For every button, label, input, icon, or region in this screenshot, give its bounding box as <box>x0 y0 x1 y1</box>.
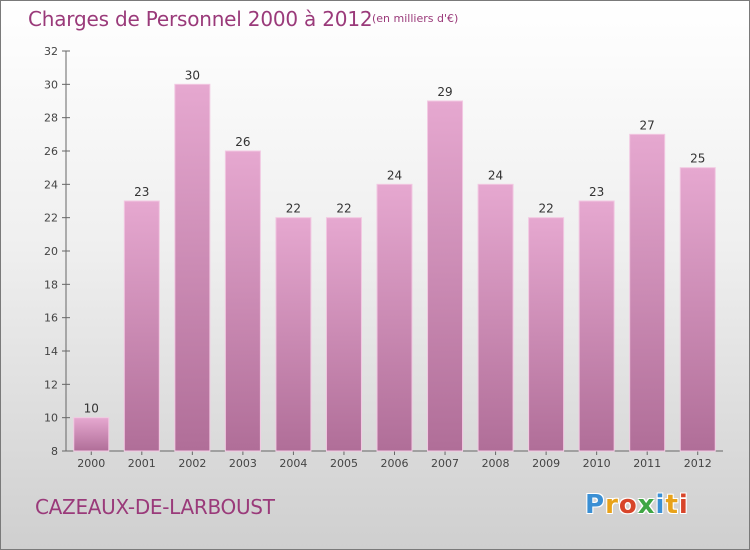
bar-value-label: 30 <box>185 68 200 82</box>
logo-letter: i <box>655 490 666 520</box>
bar[interactable] <box>73 417 110 452</box>
bar[interactable] <box>123 200 160 452</box>
bar[interactable] <box>629 133 666 452</box>
y-tick-label: 24 <box>44 178 58 191</box>
bar[interactable] <box>376 183 413 452</box>
bar[interactable] <box>477 183 514 452</box>
x-tick-label: 2000 <box>77 457 105 470</box>
bar-value-label: 22 <box>286 202 301 216</box>
logo-letter: t <box>665 490 679 520</box>
bar-value-label: 24 <box>387 168 402 182</box>
logo-letter: x <box>637 490 656 520</box>
y-tick-label: 32 <box>44 45 58 58</box>
y-tick-label: 8 <box>51 445 58 458</box>
logo-letter: P <box>585 490 606 520</box>
bar-value-label: 10 <box>84 402 99 416</box>
y-tick-label: 12 <box>44 378 58 391</box>
bar[interactable] <box>275 217 312 452</box>
bar-value-label: 22 <box>336 202 351 216</box>
x-tick-label: 2006 <box>381 457 409 470</box>
y-tick-label: 18 <box>44 278 58 291</box>
x-tick-label: 2007 <box>431 457 459 470</box>
y-tick-label: 20 <box>44 245 58 258</box>
proxiti-logo[interactable]: Proxiti <box>585 490 689 520</box>
logo-letter: o <box>618 490 638 520</box>
y-tick-label: 22 <box>44 212 58 225</box>
y-tick-label: 28 <box>44 112 58 125</box>
bar[interactable] <box>224 150 261 452</box>
logo-letter: r <box>605 490 619 520</box>
bar[interactable] <box>528 217 565 452</box>
bar-value-label: 23 <box>589 185 604 199</box>
x-tick-label: 2004 <box>279 457 307 470</box>
x-tick-label: 2012 <box>684 457 712 470</box>
commune-name: CAZEAUX-DE-LARBOUST <box>35 495 275 519</box>
y-tick-label: 30 <box>44 78 58 91</box>
x-tick-label: 2010 <box>583 457 611 470</box>
bar-value-label: 22 <box>538 202 553 216</box>
y-tick-label: 14 <box>44 345 58 358</box>
bar-value-label: 25 <box>690 152 705 166</box>
y-tick-label: 26 <box>44 145 58 158</box>
bar[interactable] <box>325 217 362 452</box>
bar-value-label: 23 <box>134 185 149 199</box>
x-tick-label: 2011 <box>633 457 661 470</box>
value-labels: 10 23 30 26 22 22 24 29 24 22 23 27 25 <box>84 68 706 415</box>
bars <box>73 83 716 452</box>
chart-title: Charges de Personnel 2000 à 2012 <box>28 7 373 31</box>
bar[interactable] <box>679 167 716 452</box>
x-tick-label: 2005 <box>330 457 358 470</box>
logo-letter: i <box>678 490 689 520</box>
x-tick-label: 2003 <box>229 457 257 470</box>
x-tick-label: 2009 <box>532 457 560 470</box>
axes: 8 10 12 14 16 18 20 22 24 26 28 30 32 2000 2001 2002 200… <box>44 45 723 470</box>
bar-value-label: 27 <box>640 118 655 132</box>
bar[interactable] <box>427 100 464 452</box>
bar[interactable] <box>578 200 615 452</box>
x-tick-label: 2008 <box>482 457 510 470</box>
y-tick-label: 16 <box>44 312 58 325</box>
x-tick-label: 2002 <box>178 457 206 470</box>
bar[interactable] <box>174 83 211 452</box>
y-tick-label: 10 <box>44 412 58 425</box>
bar-value-label: 24 <box>488 168 503 182</box>
bar-value-label: 29 <box>437 85 452 99</box>
bar-value-label: 26 <box>235 135 250 149</box>
x-tick-label: 2001 <box>128 457 156 470</box>
chart-unit: (en milliers d'€) <box>372 12 459 25</box>
